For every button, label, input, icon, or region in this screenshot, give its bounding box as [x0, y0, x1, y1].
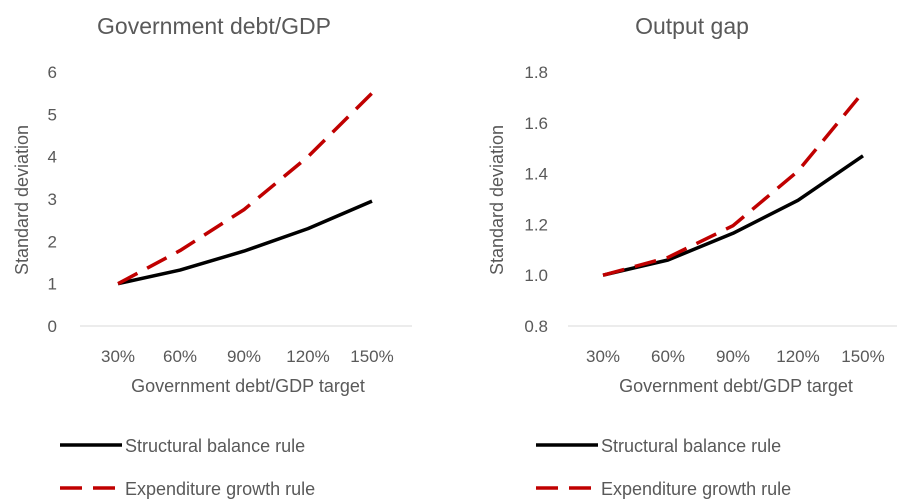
- y-tick-label: 2: [48, 232, 57, 251]
- x-tick-label: 150%: [350, 347, 393, 366]
- y-axis-label: Standard deviation: [12, 125, 32, 275]
- x-ticks: 30% 60% 90% 120% 150%: [586, 347, 885, 366]
- x-tick-label: 30%: [101, 347, 135, 366]
- x-axis-label: Government debt/GDP target: [619, 376, 853, 396]
- y-tick-label: 0: [48, 317, 57, 336]
- x-tick-label: 120%: [286, 347, 329, 366]
- x-tick-label: 150%: [841, 347, 884, 366]
- legend: Structural balance rule Expenditure grow…: [60, 436, 315, 499]
- series-layer: [602, 91, 865, 277]
- y-tick-label: 1.8: [524, 63, 548, 82]
- y-tick-label: 0.8: [524, 317, 548, 336]
- series-line-expenditure: [117, 91, 374, 286]
- y-tick-label: 1.2: [524, 215, 548, 234]
- x-ticks: 30% 60% 90% 120% 150%: [101, 347, 394, 366]
- y-tick-label: 6: [48, 63, 57, 82]
- y-tick-label: 1: [48, 275, 57, 294]
- legend: Structural balance rule Expenditure grow…: [536, 436, 791, 499]
- y-ticks: 0.8 1.0 1.2 1.4 1.6 1.8: [524, 63, 548, 336]
- legend-label-structural: Structural balance rule: [125, 436, 305, 456]
- legend-label-expenditure: Expenditure growth rule: [601, 479, 791, 499]
- series-line-structural: [117, 199, 373, 286]
- series-layer: [117, 91, 374, 286]
- x-tick-label: 120%: [776, 347, 819, 366]
- legend-label-structural: Structural balance rule: [601, 436, 781, 456]
- x-tick-label: 30%: [586, 347, 620, 366]
- series-line-expenditure: [602, 91, 865, 277]
- y-tick-label: 1.0: [524, 266, 548, 285]
- y-tick-label: 5: [48, 105, 57, 124]
- y-tick-label: 1.6: [524, 114, 548, 133]
- x-tick-label: 60%: [651, 347, 685, 366]
- x-tick-label: 90%: [227, 347, 261, 366]
- y-tick-label: 1.4: [524, 165, 548, 184]
- x-tick-label: 90%: [716, 347, 750, 366]
- y-tick-label: 4: [48, 148, 57, 167]
- y-axis-label: Standard deviation: [487, 125, 507, 275]
- x-axis-label: Government debt/GDP target: [131, 376, 365, 396]
- legend-label-expenditure: Expenditure growth rule: [125, 479, 315, 499]
- x-tick-label: 60%: [163, 347, 197, 366]
- y-tick-label: 3: [48, 190, 57, 209]
- series-line-structural: [602, 154, 864, 277]
- chart-debt-gdp: Government debt/GDP Standard deviation G…: [12, 13, 412, 499]
- chart-title: Government debt/GDP: [97, 13, 331, 39]
- y-ticks: 0 1 2 3 4 5 6: [48, 63, 57, 336]
- chart-output-gap: Output gap Standard deviation Government…: [487, 13, 897, 499]
- chart-title: Output gap: [635, 13, 749, 39]
